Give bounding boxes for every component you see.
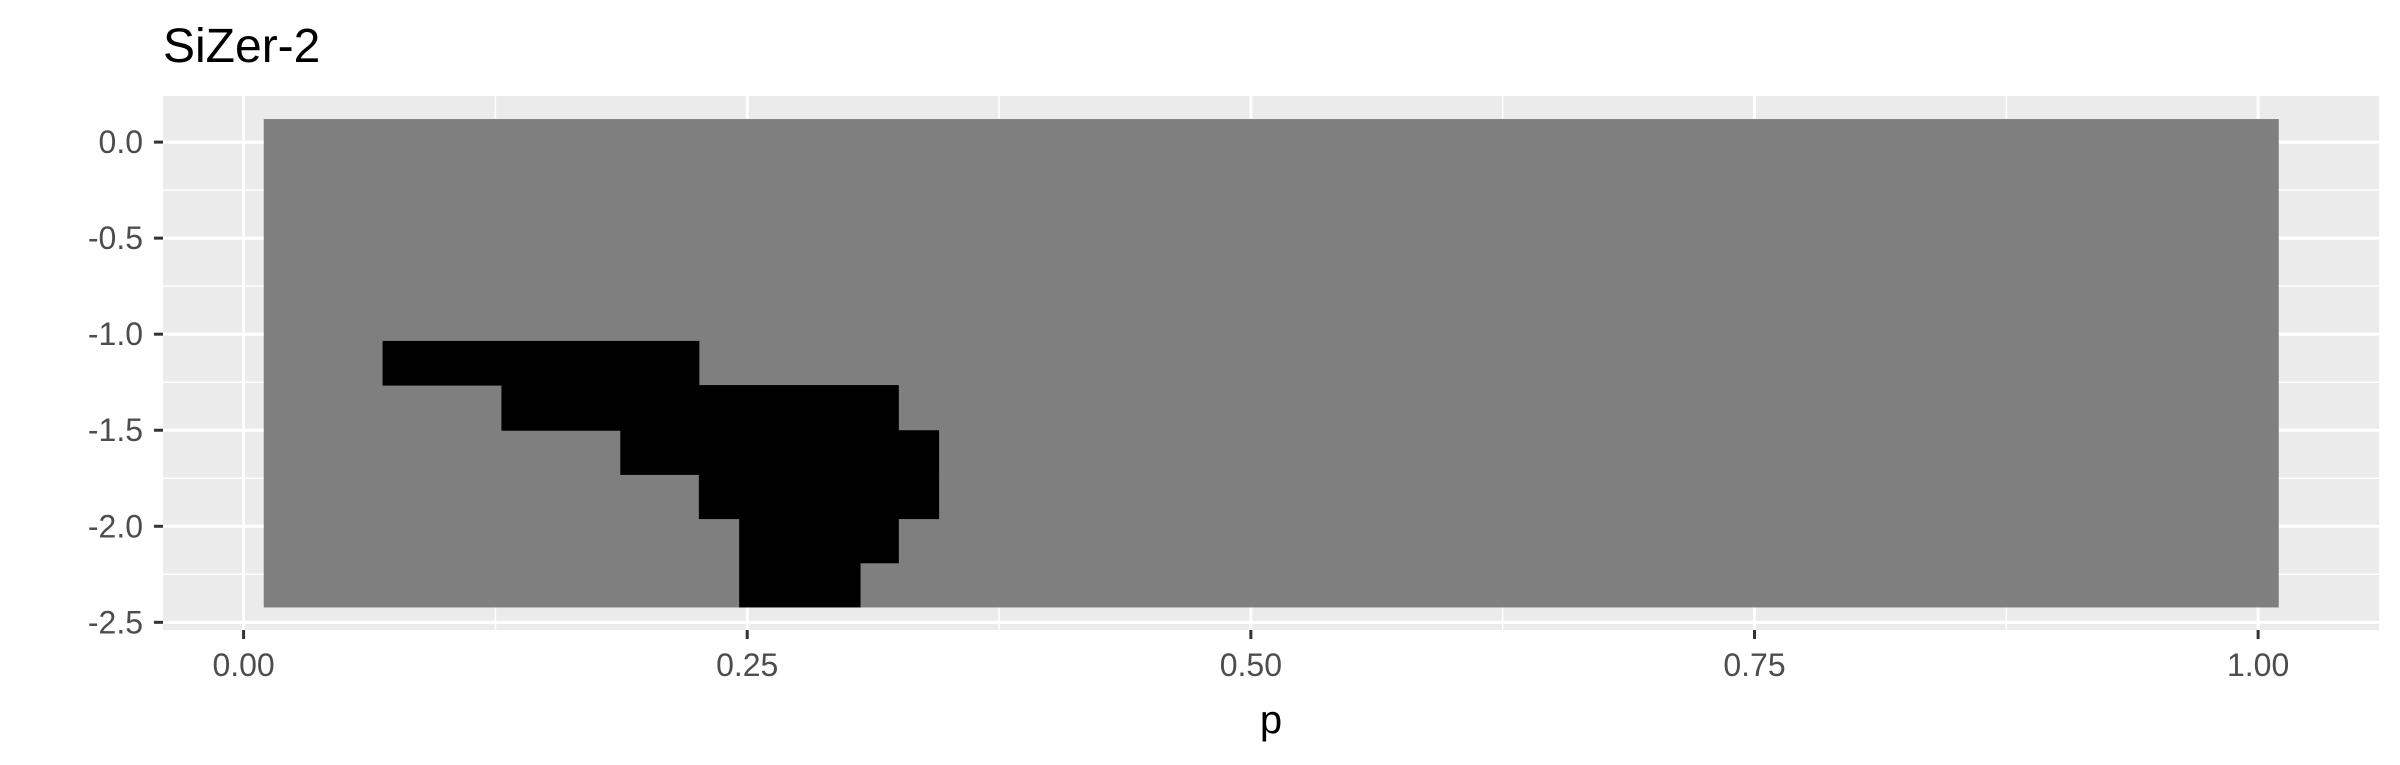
x-tick-label: 0.75 xyxy=(1723,647,1785,683)
significant-region xyxy=(739,518,899,564)
y-tick-label: -1.5 xyxy=(88,412,143,448)
x-axis: 0.00 0.25 0.50 0.75 1.00 xyxy=(212,630,2289,683)
significant-region xyxy=(382,340,700,386)
x-tick-label: 0.25 xyxy=(716,647,778,683)
sizer-regions xyxy=(263,119,2279,608)
y-tick-label: -1.0 xyxy=(88,316,143,352)
x-tick-label: 0.50 xyxy=(1220,647,1282,683)
y-tick-label: -2.5 xyxy=(88,604,143,640)
x-axis-title: p xyxy=(1260,698,1282,742)
x-tick-label: 1.00 xyxy=(2227,647,2289,683)
significant-region xyxy=(739,562,861,608)
significant-region xyxy=(620,430,940,475)
x-tick-label: 0.00 xyxy=(212,647,274,683)
y-tick-label: 0.0 xyxy=(99,124,143,160)
y-axis: 0.0 -0.5 -1.0 -1.5 -2.0 -2.5 xyxy=(88,124,163,640)
y-tick-label: -0.5 xyxy=(88,220,143,256)
y-tick-label: -2.0 xyxy=(88,508,143,544)
significant-region xyxy=(698,474,940,520)
significant-region xyxy=(501,385,899,431)
chart-title: SiZer-2 xyxy=(163,20,320,73)
